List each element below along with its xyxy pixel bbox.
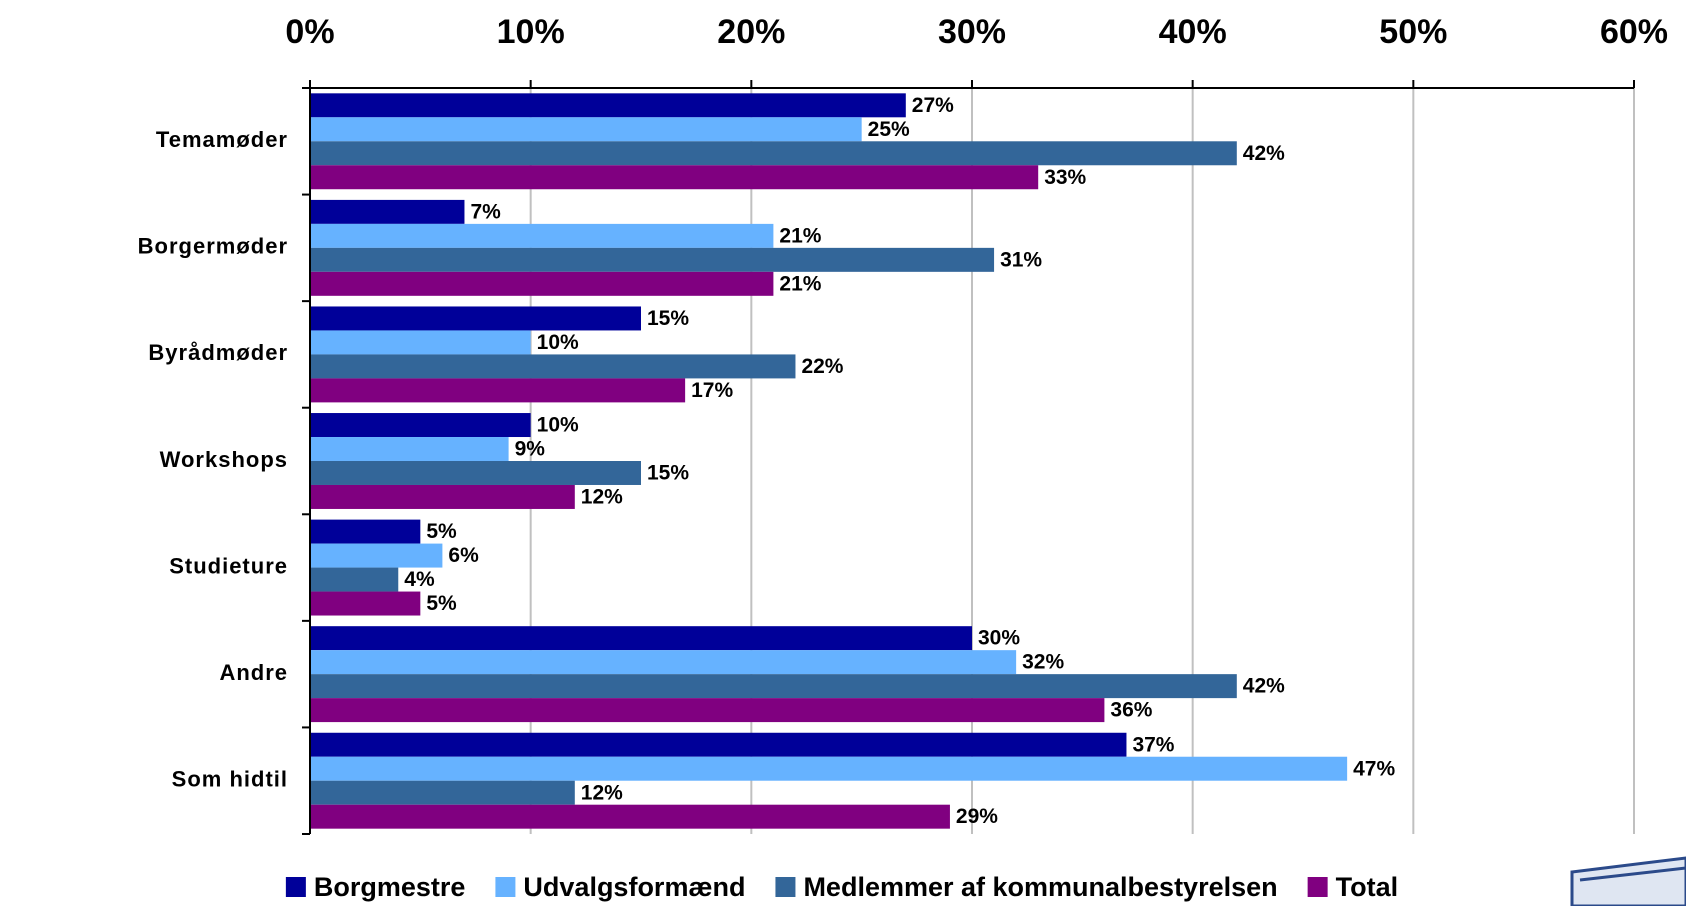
- y-tick-label: Byrådmøder: [148, 340, 288, 365]
- y-tick-label: Borgermøder: [138, 234, 288, 259]
- value-label: 4%: [404, 568, 435, 591]
- value-label: 32%: [1022, 651, 1064, 674]
- bar: [310, 199, 465, 224]
- bar: [310, 756, 1348, 781]
- legend-label: Medlemmer af kommunalbestyrelsen: [803, 872, 1277, 902]
- value-label: 37%: [1132, 733, 1174, 756]
- value-label: 12%: [581, 486, 623, 509]
- value-label: 10%: [537, 331, 579, 354]
- bar: [310, 165, 1039, 190]
- x-tick-label: 10%: [497, 13, 565, 51]
- bar: [310, 732, 1127, 757]
- legend-label: Total: [1336, 872, 1399, 902]
- x-tick-label: 30%: [938, 13, 1006, 51]
- bar: [310, 519, 421, 544]
- value-label: 6%: [448, 544, 479, 567]
- bar: [310, 674, 1237, 699]
- bar: [310, 626, 972, 651]
- bar: [310, 93, 906, 118]
- bar: [310, 650, 1017, 675]
- x-tick-label: 20%: [717, 13, 785, 51]
- x-tick-label: 60%: [1600, 13, 1668, 51]
- bar: [310, 117, 862, 142]
- value-label: 21%: [779, 272, 821, 295]
- value-label: 42%: [1243, 675, 1285, 698]
- bar: [310, 461, 641, 485]
- y-tick-label: Som hidtil: [172, 767, 288, 792]
- bar: [310, 591, 421, 616]
- value-label: 21%: [779, 224, 821, 247]
- y-tick-label: Temamøder: [156, 127, 288, 152]
- bar: [310, 543, 443, 568]
- bar: [310, 306, 641, 331]
- bar: [310, 330, 531, 355]
- bar: [310, 484, 575, 509]
- x-tick-label: 0%: [285, 13, 334, 51]
- value-label: 25%: [868, 118, 910, 141]
- legend-swatch: [775, 877, 796, 897]
- legend-swatch: [285, 877, 306, 897]
- bar: [310, 354, 796, 379]
- legend: Borgmestre Udvalgsformænd Medlemmer af kom…: [285, 872, 1399, 902]
- bar: [310, 780, 575, 805]
- value-label: 42%: [1243, 142, 1285, 165]
- value-label: 5%: [426, 592, 457, 615]
- value-label: 22%: [801, 355, 843, 378]
- bar: [310, 567, 399, 592]
- bar: [310, 141, 1237, 166]
- value-label: 27%: [912, 94, 954, 117]
- value-label: 9%: [515, 438, 546, 461]
- legend-swatch: [1307, 877, 1328, 897]
- value-label: 36%: [1110, 699, 1152, 722]
- value-label: 15%: [647, 307, 689, 330]
- value-label: 31%: [1000, 248, 1042, 271]
- value-label: 7%: [470, 200, 501, 223]
- bar: [310, 223, 774, 248]
- y-tick-label: Studieture: [169, 553, 288, 578]
- bar: [310, 804, 950, 829]
- bar: [310, 247, 995, 272]
- legend-label: Borgmestre: [314, 872, 466, 902]
- value-label: 12%: [581, 781, 623, 804]
- value-label: 15%: [647, 462, 689, 485]
- x-tick-label: 40%: [1159, 13, 1227, 51]
- value-label: 17%: [691, 379, 733, 402]
- value-label: 47%: [1353, 757, 1395, 780]
- bar: [310, 271, 774, 296]
- value-label: 33%: [1044, 166, 1086, 189]
- logo: [1570, 856, 1686, 906]
- legend-label: Udvalgsformænd: [523, 872, 745, 902]
- bar: [310, 437, 509, 461]
- bar: [310, 698, 1105, 723]
- x-tick-label: 50%: [1379, 13, 1447, 51]
- legend-swatch: [495, 877, 516, 897]
- bar: [310, 378, 686, 403]
- value-label: 29%: [956, 805, 998, 828]
- y-tick-label: Workshops: [160, 447, 288, 472]
- value-label: 5%: [426, 520, 457, 543]
- value-label: 30%: [978, 627, 1020, 650]
- value-label: 10%: [537, 414, 579, 437]
- y-tick-label: Andre: [219, 660, 288, 685]
- bar: [310, 413, 531, 438]
